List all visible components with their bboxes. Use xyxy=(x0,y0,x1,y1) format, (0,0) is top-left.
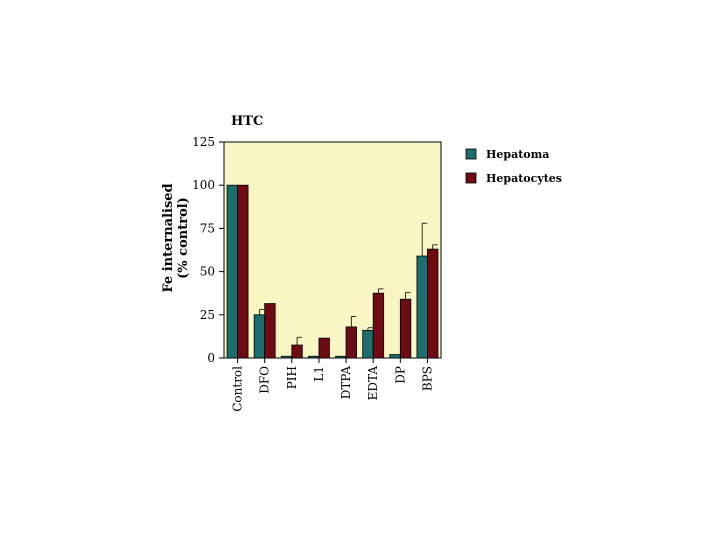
x-axis: Control DFO PIH L1 DTPA EDTA DP BPS xyxy=(231,358,434,412)
bar xyxy=(372,292,385,359)
bar xyxy=(291,344,303,359)
legend-swatch xyxy=(465,172,477,184)
legend-label: Hepatoma xyxy=(486,148,549,161)
x-tick-label: BPS xyxy=(420,366,434,391)
chart-title: HTC xyxy=(231,114,263,129)
x-tick-label: DP xyxy=(393,366,407,384)
y-axis-label-line-1: Fe internalised xyxy=(161,183,176,292)
y-tick-label: 125 xyxy=(192,135,215,149)
x-tick-label: PIH xyxy=(285,366,299,389)
bar xyxy=(280,355,293,359)
bar xyxy=(308,355,320,359)
x-tick-label: DTPA xyxy=(339,366,353,400)
bar xyxy=(318,337,330,359)
bar xyxy=(264,303,276,359)
y-axis-label: Fe internalised (% control) xyxy=(161,183,191,292)
legend-label: Hepatocytes xyxy=(486,172,562,185)
bar xyxy=(362,329,374,359)
bar xyxy=(345,326,357,359)
bar xyxy=(427,248,439,359)
y-tick-label: 75 xyxy=(200,221,215,235)
y-tick-label: 0 xyxy=(207,351,215,365)
bar xyxy=(226,184,238,359)
bar xyxy=(389,354,401,359)
legend: Hepatoma Hepatocytes xyxy=(465,148,562,185)
x-tick-label: L1 xyxy=(312,366,326,382)
bar xyxy=(335,355,347,359)
y-axis: 0 25 50 75 100 125 xyxy=(192,135,224,365)
y-tick-label: 25 xyxy=(200,308,215,322)
legend-swatch xyxy=(465,148,477,160)
bar xyxy=(253,314,266,359)
bars xyxy=(226,184,439,359)
x-tick-label: DFO xyxy=(258,366,272,394)
x-tick-label: EDTA xyxy=(366,366,380,401)
y-tick-label: 50 xyxy=(200,265,215,279)
bar xyxy=(399,298,412,359)
y-tick-label: 100 xyxy=(192,178,215,192)
x-tick-label: Control xyxy=(231,366,245,412)
bar xyxy=(416,255,428,359)
bar xyxy=(237,184,249,359)
y-axis-label-line-2: (% control) xyxy=(176,197,191,279)
